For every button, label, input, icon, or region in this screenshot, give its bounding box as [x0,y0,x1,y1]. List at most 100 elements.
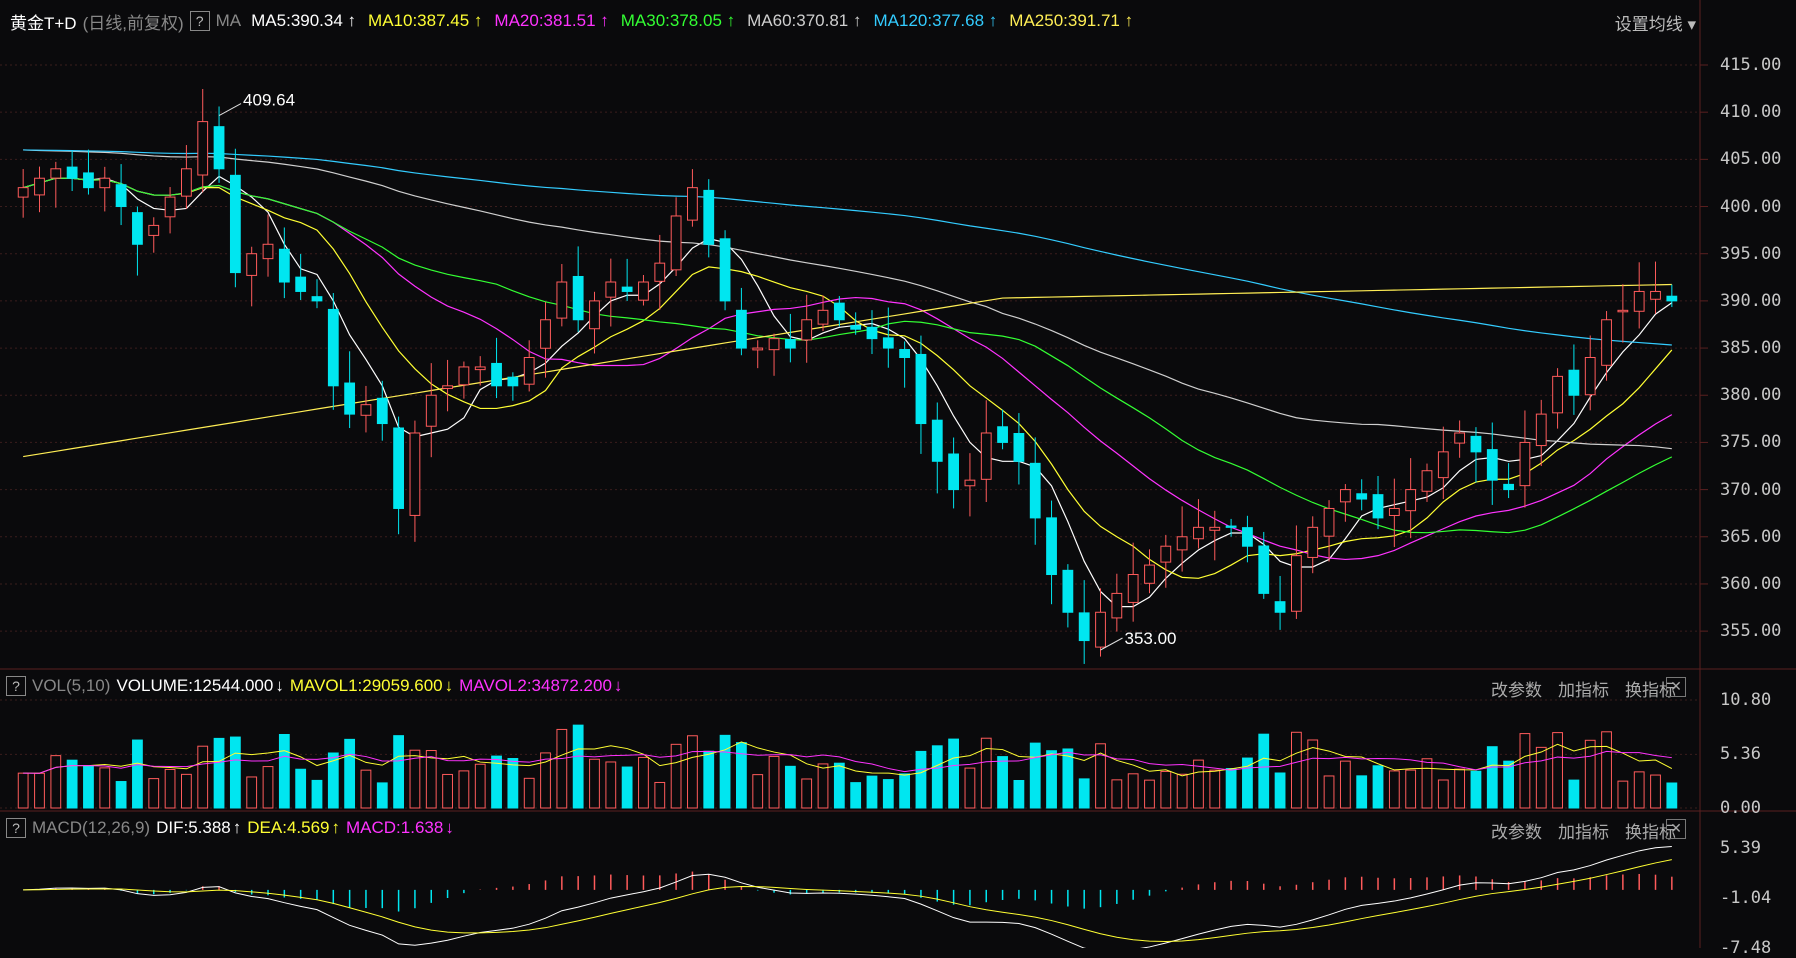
candle-body [719,238,731,302]
candle-body [213,126,225,170]
volume-bar [1486,746,1498,809]
candle-body [1568,369,1580,396]
volume-bar [556,728,568,809]
switch-indicator-button[interactable]: 换指标 [1625,823,1676,842]
candle-body [376,397,388,425]
ma-legend-item: MA5:390.34 ↑ [251,11,357,30]
candle-body [393,427,404,509]
price-tick-label: 385.00 [1720,338,1782,359]
volume-bar [197,745,209,809]
mavol2-line [23,750,1672,774]
volume-bar [1242,757,1253,809]
candle-body [295,276,307,292]
volume-bar [50,755,62,809]
candle-body [1650,290,1661,300]
volume-bar [801,778,813,809]
volume-tick-label: 10.80 [1720,690,1772,710]
volume-bar [768,755,780,809]
candle-body [1388,507,1400,516]
ma-legend: MA5:390.34 ↑ MA10:387.45 ↑ MA20:381.51 ↑ MA… [251,11,1145,31]
ma-legend-item: MA30:378.05 ↑ [620,11,736,30]
candle-body [931,419,943,462]
candle-body [1552,375,1563,414]
help-icon[interactable]: ? [189,11,210,31]
help-icon[interactable]: ? [6,818,26,838]
dea-line [23,859,1672,943]
macd-tick-label: 5.39 [1720,838,1761,858]
candle-body [915,353,927,425]
volume-bar [66,759,78,809]
candle-body [997,426,1008,443]
ma-legend-item: MA250:391.71 ↑ [1009,11,1134,30]
volume-bar [1291,731,1302,809]
help-icon[interactable]: ? [6,676,26,696]
params-button[interactable]: 改参数 [1491,823,1542,842]
volume-bar [425,750,437,809]
candle-body [1242,527,1253,547]
ma-legend-item: MA60:370.81 ↑ [747,11,862,30]
ma-settings-button[interactable]: 设置均线 ▾ [1614,15,1696,34]
candle-body [768,338,780,351]
volume-bar [474,763,486,809]
price-tick-label: 365.00 [1720,526,1782,547]
candle-body [1617,309,1629,313]
volume-bar [654,781,666,809]
candle-body [899,349,911,359]
volume-bar [882,779,894,809]
candle-body [99,177,111,189]
volume-bar [719,734,731,809]
candle-body [1666,295,1678,302]
candle-body [1470,435,1482,453]
candle-body [1519,441,1531,487]
volume-bar [540,752,551,809]
volume-bar [703,750,715,809]
volume-bar [1209,769,1221,809]
candle-body [621,286,633,292]
candle-body [638,281,649,301]
close-icon[interactable]: ✕ [1666,677,1686,697]
volume-bar [1388,770,1400,809]
volume-bar [752,774,764,809]
volume-tick-label: 0.00 [1720,798,1761,818]
candle-body [801,319,813,341]
volume-bar [1160,770,1172,809]
candle-body [474,366,486,371]
price-tick-label: 400.00 [1720,196,1782,217]
add-indicator-button[interactable]: 加指标 [1558,823,1609,842]
ma-line-10 [22,177,1673,579]
candle-body [507,376,519,387]
candle-body [703,189,715,245]
macd-tick-label: -1.04 [1720,887,1772,908]
volume-bar [1372,765,1384,809]
volume-bar [964,767,976,809]
ma-legend-item: MA10:387.45 ↑ [368,11,483,30]
volume-bar [213,737,225,809]
switch-indicator-button[interactable]: 换指标 [1625,681,1676,700]
candle-body [687,187,698,221]
candle-body [1111,592,1123,619]
candle-body [1503,483,1515,491]
volume-bar [1437,779,1449,809]
candle-body [132,212,143,245]
params-button[interactable]: 改参数 [1491,681,1542,700]
candle-body [262,243,274,260]
volume-header: ? VOL(5,10) VOLUME:12544.000 ↓ MAVOL1:290… [6,675,628,697]
volume-bar [507,758,519,809]
add-indicator-button[interactable]: 加指标 [1558,681,1609,700]
price-tick-label: 375.00 [1720,432,1782,453]
candle-body [181,168,192,197]
volume-bar [605,761,617,809]
close-icon[interactable]: ✕ [1666,819,1686,839]
ma-legend-item: MA20:381.51 ↑ [494,11,609,30]
candle-body [540,319,551,349]
symbol-title: 黄金T+D [10,13,77,33]
annotation-label: 409.64 [243,91,295,110]
candle-body [360,404,372,416]
candle-body [572,275,584,321]
candle-body [605,281,617,298]
candle-body [1209,526,1221,531]
volume-bar [523,777,535,809]
dif-value: DIF:5.388 [156,818,231,837]
volume-bar [327,752,339,809]
volume-bar [1601,731,1612,809]
